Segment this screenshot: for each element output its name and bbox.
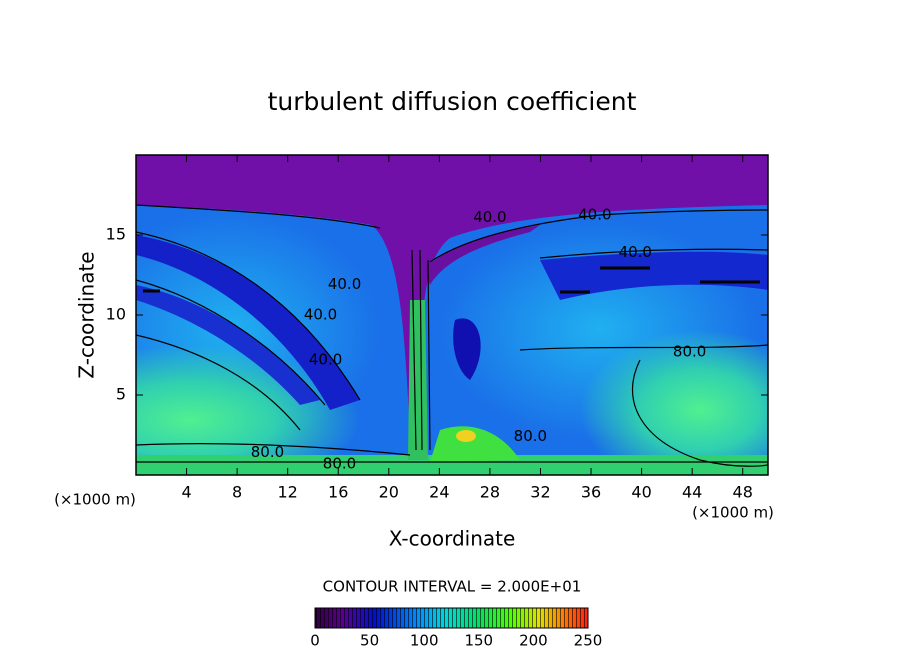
colorbar-tick-label: 50	[360, 632, 379, 650]
x-tick-label: 48	[733, 483, 753, 502]
x-tick-label: 44	[682, 483, 702, 502]
contour-label: 80.0	[323, 454, 356, 472]
x-unit-label: (×1000 m)	[54, 491, 136, 509]
x-unit-label: (×1000 m)	[692, 504, 774, 522]
contour-field	[136, 155, 768, 475]
x-tick-label: 4	[181, 483, 191, 502]
x-tick-label: 40	[631, 483, 651, 502]
contour-label: 40.0	[309, 350, 342, 368]
contour-label: 40.0	[328, 275, 361, 293]
x-tick-label: 20	[379, 483, 399, 502]
contour-label: 80.0	[514, 427, 547, 445]
contour-label: 40.0	[473, 208, 506, 226]
contour-label: 40.0	[304, 306, 337, 324]
x-tick-label: 16	[328, 483, 348, 502]
colorbar-tick-label: 150	[464, 632, 493, 650]
x-tick-label: 12	[278, 483, 298, 502]
y-axis-label: Z-coordinate	[75, 251, 99, 378]
colorbar-tick-label: 250	[574, 632, 603, 650]
contour-label: 80.0	[251, 443, 284, 461]
colorbar-tick-label: 0	[310, 632, 320, 650]
x-axis-label: X-coordinate	[389, 527, 516, 551]
contour-label: 80.0	[673, 342, 706, 360]
x-tick-label: 8	[232, 483, 242, 502]
chart-title: turbulent diffusion coefficient	[268, 87, 637, 116]
x-tick-label: 24	[429, 483, 449, 502]
colorbar	[314, 607, 589, 629]
colorbar-tick-label: 100	[410, 632, 439, 650]
contour-interval: CONTOUR INTERVAL = 2.000E+01	[323, 578, 582, 596]
y-tick-label: 15	[106, 225, 126, 244]
x-tick-label: 28	[480, 483, 500, 502]
y-tick-label: 5	[116, 385, 126, 404]
x-tick-label: 32	[530, 483, 550, 502]
y-tick-label: 10	[106, 305, 126, 324]
contour-label: 40.0	[619, 243, 652, 261]
colorbar-tick-label: 200	[519, 632, 548, 650]
x-tick-label: 36	[581, 483, 601, 502]
contour-label: 40.0	[578, 206, 611, 224]
